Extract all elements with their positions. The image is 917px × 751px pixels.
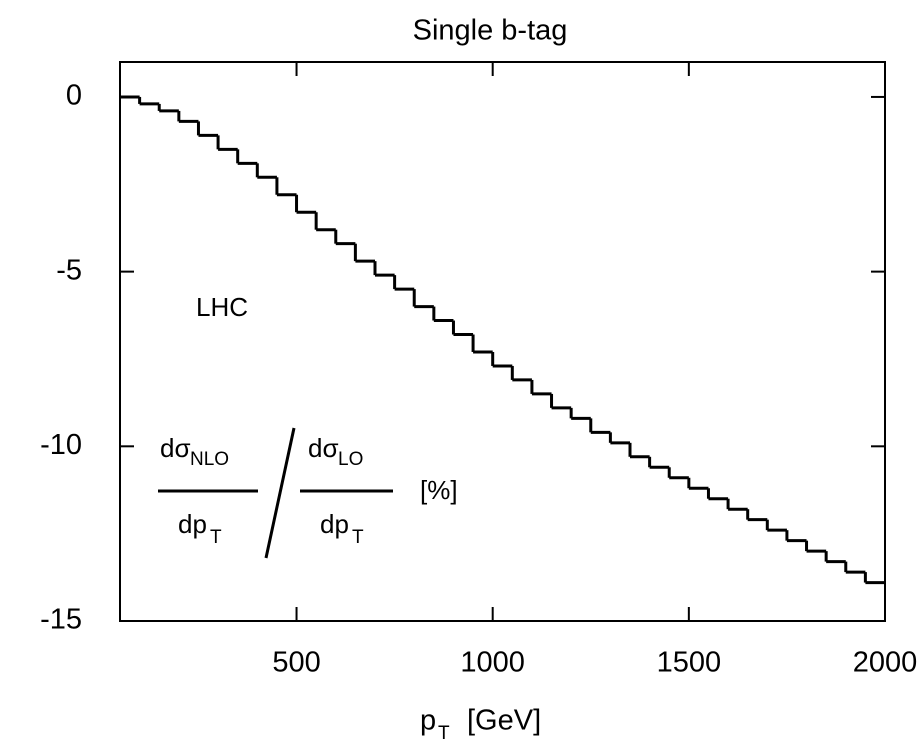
x-tick-label: 1500: [657, 647, 722, 679]
x-tick-label: 2000: [853, 647, 917, 679]
y-tick-label: -10: [40, 429, 82, 461]
y-tick-label: 0: [66, 80, 82, 112]
x-axis-label: p T [GeV]: [420, 705, 541, 744]
x-label: p: [420, 705, 436, 737]
annotation: dp: [320, 509, 349, 539]
x-tick-label: 500: [272, 647, 320, 679]
slash: [264, 427, 296, 559]
y-tick-label: -5: [56, 254, 82, 286]
annotation: T: [210, 527, 222, 548]
annotation: T: [352, 527, 364, 548]
ratio-annotation: dσ NLO dp T dσ LO dp T [%]: [158, 427, 458, 559]
chart-title: Single b-tag: [413, 15, 568, 47]
x-label-unit: [GeV]: [467, 705, 541, 737]
annotation: dσ: [160, 433, 191, 463]
y-tick-label: -15: [40, 604, 82, 636]
annotation: [%]: [420, 475, 458, 505]
annotation: NLO: [190, 449, 229, 470]
annotation: LHC: [196, 292, 248, 322]
plot-frame: [119, 61, 886, 622]
annotation: dp: [178, 509, 207, 539]
annotation: LO: [338, 449, 363, 470]
x-label-sub: T: [438, 723, 450, 744]
annotation: dσ: [308, 433, 339, 463]
x-tick-label: 1000: [460, 647, 525, 679]
